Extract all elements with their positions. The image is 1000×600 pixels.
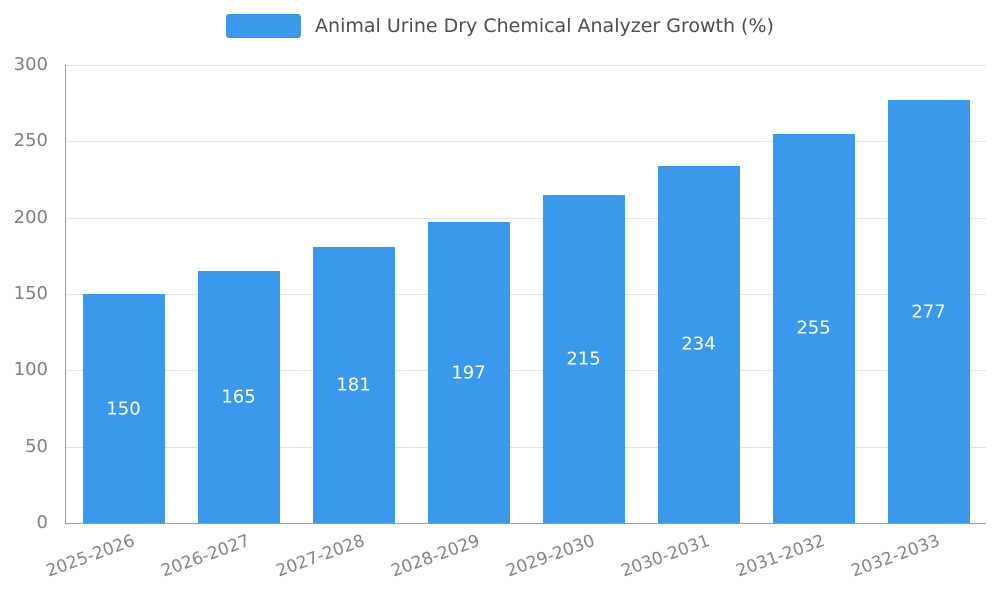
bar-value-label: 277 [911,301,946,323]
bar-value-label: 181 [336,374,371,396]
y-axis-tick-label: 0 [36,512,48,533]
x-axis-tick-label: 2030-2031 [618,531,713,582]
bar-2032-2033: 277 [887,100,970,523]
x-axis-tick-label: 2032-2033 [848,531,943,582]
gridline [66,294,986,295]
bar-2028-2029: 197 [427,222,510,523]
y-axis-tick-label: 150 [13,283,48,304]
y-axis-tick-label: 300 [13,54,48,75]
gridline [66,217,986,219]
legend-item[interactable]: Animal Urine Dry Chemical Analyzer Growt… [0,14,1000,38]
bar-value-label: 255 [796,317,831,339]
x-axis-tick-label: 2025-2026 [43,531,138,582]
bar-2025-2026: 150 [82,294,165,523]
gridline [66,446,986,448]
x-axis-tick-label: 2028-2029 [388,531,483,582]
bar-value-label: 165 [221,386,256,408]
gridline [66,141,986,143]
bar-2030-2031: 234 [657,165,740,523]
bar-value-label: 150 [106,398,141,419]
y-axis-tick-label: 100 [13,359,48,381]
bar-2031-2032: 255 [772,133,855,523]
bar-2026-2027: 165 [197,271,280,523]
y-axis-tick-label: 50 [25,435,48,457]
y-axis-tick-label: 250 [13,130,48,152]
y-axis-tick-label: 200 [13,206,48,228]
gridline [66,65,986,66]
bar-2027-2028: 181 [312,246,395,523]
bar-value-label: 197 [451,362,486,384]
x-axis-tick-label: 2027-2028 [273,531,368,582]
bar-value-label: 215 [566,348,601,370]
legend-swatch [226,14,302,38]
gridline [66,370,986,372]
x-axis-tick-label: 2031-2032 [733,531,828,582]
x-axis-tick-label: 2026-2027 [158,531,253,582]
x-axis-tick-label: 2029-2030 [503,531,598,582]
plot-area: 150 165 181 197 215 234 255 277 [65,65,986,524]
bar-2029-2030: 215 [542,194,625,523]
legend-label: Animal Urine Dry Chemical Analyzer Growt… [315,15,774,37]
bar-value-label: 234 [681,333,716,355]
